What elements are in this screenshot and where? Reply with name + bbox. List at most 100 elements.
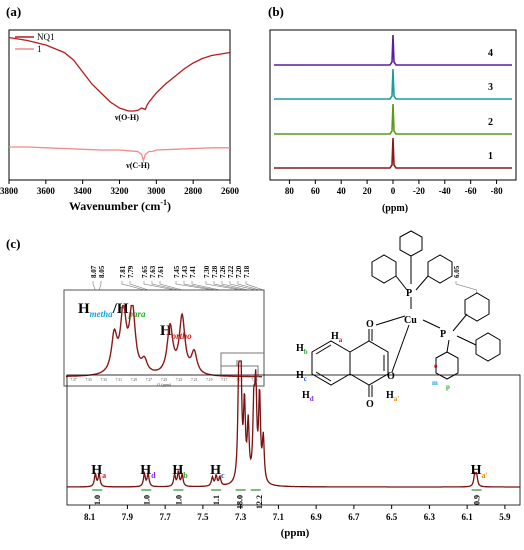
integration-value: 1.0 bbox=[142, 495, 151, 505]
p31-x-axis-title: (ppm) bbox=[382, 203, 408, 214]
inset-xtick-label: 7.21 bbox=[191, 378, 197, 382]
panel-c-label: (c) bbox=[6, 236, 20, 251]
phenyl-1 bbox=[371, 254, 397, 284]
proton-ha: Ha bbox=[331, 331, 343, 344]
nmr-peak-label: 7.63 bbox=[149, 265, 157, 278]
nmr-x-axis-title: (ppm) bbox=[281, 527, 310, 539]
p2-ph4-bond bbox=[452, 313, 468, 332]
nmr-xtick-label: 8.1 bbox=[84, 512, 96, 522]
nmr-peak-label: 7.18 bbox=[243, 265, 251, 278]
atom-o1: O bbox=[366, 319, 374, 330]
nmr-peak-label: 7.45 bbox=[173, 265, 181, 278]
nmr-spectrum bbox=[67, 360, 520, 488]
ir-xtick-label: 3000 bbox=[147, 186, 166, 196]
p-cu-bond-2 bbox=[422, 319, 441, 329]
nmr-xtick-label: 5.9 bbox=[499, 512, 511, 522]
integration-value: 12.2 bbox=[255, 495, 264, 509]
p31-xtick-label: -80 bbox=[491, 186, 503, 196]
nmr-proton-labels: Ha Hd Hb Hc Ha' bbox=[91, 463, 488, 480]
inset-xtick-label: 7.27 bbox=[146, 378, 152, 382]
ir-legend: NQ1 1 bbox=[15, 32, 55, 54]
phenyl-2 bbox=[399, 230, 423, 257]
ir-line-complex-1 bbox=[9, 146, 230, 163]
ir-xtick-label: 3400 bbox=[74, 186, 93, 196]
p31-trace-label-4: 4 bbox=[488, 48, 493, 59]
nmr-peak-label: 7.20 bbox=[235, 265, 243, 278]
nmr-xtick-label: 7.7 bbox=[160, 512, 172, 522]
p31-trace-label-2: 2 bbox=[488, 117, 493, 128]
ir-x-axis-title: Wavenumber (cm-1) bbox=[69, 198, 171, 213]
benzo-ring bbox=[311, 340, 351, 386]
p31-trace-1 bbox=[274, 137, 512, 169]
nmr-xtick-label: 6.3 bbox=[424, 512, 436, 522]
ir-x-axis: 3800 3600 3400 3200 3000 2800 2600 bbox=[0, 180, 240, 196]
nmr-peak-labels: 8.07 8.05 7.81 7.79 7.65 7.63 7.61 7.45 7.43 7.41… bbox=[90, 265, 477, 293]
p31-trace-3 bbox=[274, 68, 512, 100]
nmr-xtick-label: 7.9 bbox=[122, 512, 134, 522]
nmr-peak-label: 7.22 bbox=[227, 265, 235, 278]
nmr-peak-label: 7.43 bbox=[181, 265, 189, 278]
nmr-proton-label: Ha' bbox=[471, 463, 488, 480]
proton-hc: Hc bbox=[296, 370, 307, 383]
phenyl-3 bbox=[427, 254, 453, 284]
o-cu-bond-1 bbox=[375, 315, 406, 326]
ir-xtick-label: 3600 bbox=[37, 186, 56, 196]
p31-x-axis: 80 60 40 20 0 -20 -40 -60 -80 bbox=[285, 180, 503, 196]
label-meta: m bbox=[432, 379, 438, 387]
nmr-inset-frame bbox=[63, 289, 265, 387]
atom-p2: P bbox=[440, 329, 446, 340]
proton-hb: Hb bbox=[296, 343, 308, 356]
atom-cu: Cu bbox=[404, 315, 417, 326]
p31-trace-label-3: 3 bbox=[488, 82, 493, 93]
inset-xtick-label: 7.25 bbox=[161, 378, 167, 382]
panel-b-label: (b) bbox=[268, 4, 284, 19]
ir-xtick-label: 3200 bbox=[111, 186, 130, 196]
nmr-xtick-label: 6.1 bbox=[462, 512, 474, 522]
p31-xtick-label: 0 bbox=[391, 186, 396, 196]
legend-label-nq1: NQ1 bbox=[37, 32, 55, 42]
nmr-xtick-label: 6.5 bbox=[386, 512, 398, 522]
p31-xtick-label: 80 bbox=[285, 186, 295, 196]
ir-plot-frame bbox=[8, 29, 231, 181]
atom-o2: O bbox=[387, 371, 395, 382]
nmr-peak-label: 7.61 bbox=[157, 265, 165, 278]
nmr-xtick-label: 7.1 bbox=[273, 512, 285, 522]
nmr-xtick-label: 7.5 bbox=[197, 512, 209, 522]
ir-xtick-label: 3800 bbox=[0, 186, 19, 196]
nmr-peak-label: 7.79 bbox=[127, 265, 135, 278]
nmr-plot-frame bbox=[66, 374, 521, 506]
nmr-peak-label: 7.65 bbox=[141, 265, 149, 278]
ir-annotation-0: ν(O-H) bbox=[114, 113, 139, 122]
ir-annotation-1: ν(C-H) bbox=[125, 161, 150, 170]
nmr-inset: Hmetha/Hpara Hortho 7.37 7.35 7.33 7.31 7.29… bbox=[63, 289, 265, 387]
phenyl-5 bbox=[475, 332, 501, 362]
nmr-integrations: 1.0 1.0 1.0 1.1 18.0 12.2 0.9 bbox=[92, 489, 482, 509]
ring-double-bond-2 bbox=[315, 371, 332, 382]
ring-double-bond bbox=[315, 344, 332, 355]
p1-ph1-bond bbox=[395, 275, 408, 291]
p31-xtick-label: -40 bbox=[439, 186, 451, 196]
nmr-proton-label: Hb bbox=[172, 463, 188, 480]
p2-ph5-bond bbox=[456, 335, 477, 346]
p31-trace-2 bbox=[274, 103, 512, 135]
p1-ph3-bond bbox=[415, 275, 429, 291]
nmr-peak-label: 8.07 bbox=[90, 265, 98, 278]
p31-trace-4 bbox=[274, 34, 512, 66]
nmr-xtick-label: 6.7 bbox=[348, 512, 360, 522]
inset-spectrum bbox=[66, 304, 262, 378]
inset-x-axis-title: f1 (ppm) bbox=[157, 382, 172, 387]
nmr-peak-connector bbox=[455, 281, 477, 293]
complex-structure bbox=[311, 230, 501, 397]
p31-xtick-label: -20 bbox=[413, 186, 425, 196]
inset-xtick-label: 7.33 bbox=[101, 378, 107, 382]
integration-value: 18.0 bbox=[236, 495, 245, 509]
atom-o3: O bbox=[366, 399, 374, 410]
label-para: p bbox=[446, 383, 450, 391]
nmr-peak-label: 6.05 bbox=[453, 265, 461, 278]
inset-xtick-label: 7.35 bbox=[85, 378, 91, 382]
nmr-peak-label: 8.05 bbox=[98, 265, 106, 278]
proton-hd: Hd bbox=[302, 390, 314, 403]
o-cu-bond-2 bbox=[391, 324, 410, 373]
inset-xtick-label: 7.29 bbox=[131, 378, 137, 382]
